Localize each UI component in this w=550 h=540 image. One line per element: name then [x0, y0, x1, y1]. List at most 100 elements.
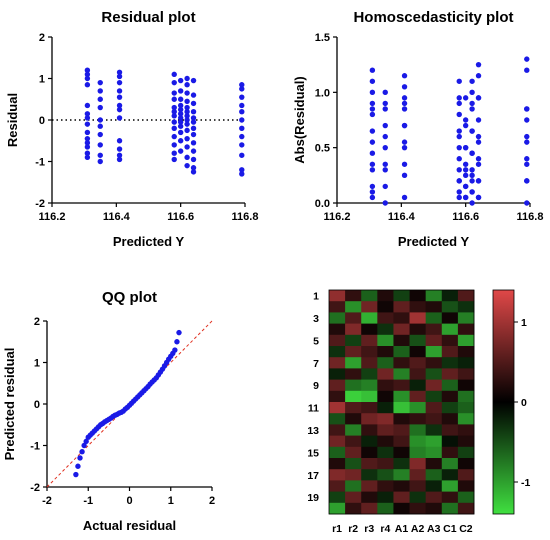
heatmap-cell: [409, 435, 427, 448]
data-point: [97, 158, 103, 165]
heatmap-cell: [457, 402, 475, 414]
heatmap-cell: [377, 346, 394, 358]
heatmap-cell: [425, 379, 443, 392]
heatmap-cell: [441, 413, 459, 425]
data-point: [177, 88, 184, 94]
heatmap-cell: [361, 368, 378, 380]
data-point: [171, 71, 177, 78]
data-point: [369, 194, 376, 201]
heatmap-cell: [329, 446, 346, 459]
heatmap-cell: [393, 413, 410, 425]
heatmap-cell: [345, 446, 362, 459]
heatmap-cell: [393, 390, 410, 403]
data-point: [177, 77, 184, 84]
data-point: [190, 169, 197, 175]
data-point: [81, 442, 87, 449]
colorbar: [492, 289, 515, 515]
heatmap-cell: [393, 424, 410, 436]
heatmap-cell: [361, 390, 378, 403]
data-point: [171, 133, 177, 140]
data-point: [456, 100, 462, 107]
heatmap-cell: [345, 290, 362, 302]
heatmap-cell: [441, 290, 459, 302]
data-point: [190, 119, 197, 125]
data-point: [116, 115, 123, 121]
data-point: [176, 329, 182, 336]
heatmap-cell: [457, 379, 475, 392]
heatmap-cell: [409, 312, 427, 324]
data-point: [116, 106, 123, 113]
data-point: [116, 94, 123, 100]
y-tick-label: 0: [34, 399, 40, 411]
heatmap-cell: [441, 390, 459, 403]
data-point: [369, 167, 376, 173]
heatmap-cell: [393, 480, 410, 492]
heatmap-cell: [409, 390, 427, 403]
data-point: [184, 75, 190, 82]
data-point: [456, 189, 462, 195]
data-point: [524, 139, 530, 145]
data-point: [239, 152, 245, 158]
data-point: [462, 194, 469, 201]
chart-title: Residual plot: [101, 9, 195, 26]
heatmap-cell: [345, 502, 362, 515]
heatmap-cell: [393, 469, 410, 481]
data-point: [401, 161, 408, 167]
x-tick-label: 116.4: [388, 211, 416, 223]
data-point: [401, 106, 408, 112]
data-point: [171, 90, 177, 96]
heatmap-cell: [409, 334, 427, 347]
chart-3: QQ plot -2 -1 0 1 2 -2 -1 0 1 2 Actual residual Pred…: [2, 289, 215, 533]
data-point: [77, 455, 83, 461]
data-point: [469, 78, 475, 84]
heatmap-cell: [441, 502, 459, 515]
heatmap-cell: [345, 469, 362, 481]
y-tick-label: 1.5: [315, 32, 330, 44]
data-point: [469, 106, 475, 112]
heatmap-cell: [377, 379, 394, 392]
data-point: [469, 89, 475, 96]
data-point: [469, 167, 475, 173]
heatmap-cell: [329, 301, 346, 313]
heatmap-cell: [409, 379, 427, 392]
heatmap-cell: [425, 469, 443, 481]
data-point: [469, 178, 475, 184]
data-point: [524, 156, 530, 162]
data-point: [84, 111, 91, 117]
data-point: [456, 194, 462, 201]
heatmap-cell: [441, 435, 459, 448]
data-point: [174, 339, 180, 345]
data-point: [190, 148, 197, 154]
data-point: [401, 122, 408, 129]
data-point: [475, 61, 482, 68]
heatmap-cell: [361, 290, 378, 302]
data-point: [462, 183, 469, 190]
data-point: [177, 106, 184, 113]
heatmap-cell: [457, 446, 475, 459]
data-point: [184, 121, 190, 127]
data-point: [369, 78, 376, 84]
data-point: [184, 104, 190, 111]
heatmap-cell: [377, 446, 394, 459]
data-point: [524, 161, 530, 167]
data-point: [171, 156, 177, 163]
heatmap-column-label: r1: [332, 523, 342, 535]
data-point: [382, 122, 388, 129]
heatmap-cell: [393, 368, 410, 380]
heatmap-cell: [329, 357, 346, 369]
heatmap-cell: [393, 435, 410, 448]
heatmap-cell: [425, 480, 443, 492]
data-point: [456, 167, 462, 173]
heatmap-cell: [377, 357, 394, 369]
y-tick-label: 1: [34, 358, 40, 370]
x-tick-label: 116.2: [324, 211, 351, 223]
data-point: [524, 178, 530, 184]
heatmap-cell: [377, 435, 394, 448]
heatmap-cell: [409, 357, 427, 369]
heatmap-cell: [425, 413, 443, 425]
data-point: [171, 104, 177, 111]
heatmap-cell: [457, 301, 475, 313]
data-point: [382, 89, 388, 96]
heatmap-cell: [361, 480, 378, 492]
